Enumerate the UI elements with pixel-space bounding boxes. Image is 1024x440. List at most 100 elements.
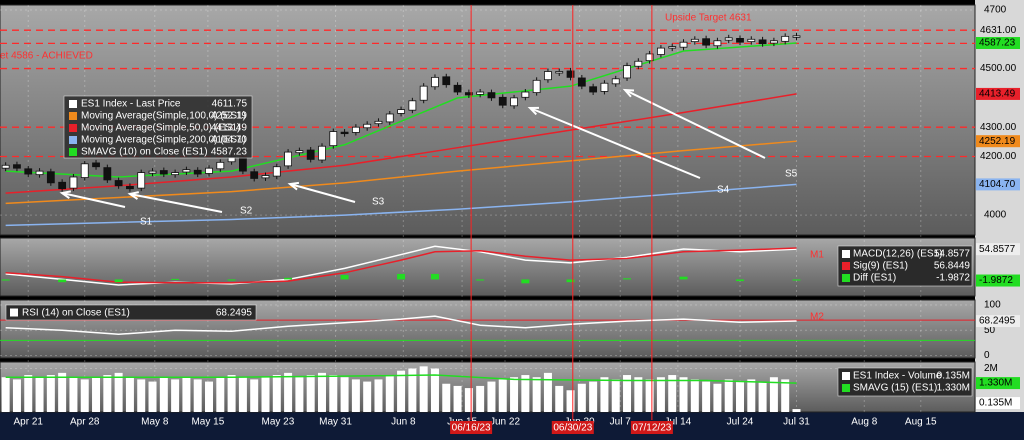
volume-bar bbox=[35, 377, 44, 412]
candle bbox=[13, 164, 21, 169]
signal-label: S4 bbox=[717, 185, 730, 196]
diff-bar bbox=[171, 278, 180, 280]
volume-bar bbox=[510, 377, 519, 412]
legend-swatch bbox=[842, 372, 850, 380]
diff-bar bbox=[340, 275, 349, 280]
candle bbox=[69, 176, 78, 189]
series-line bbox=[5, 374, 797, 384]
series-end-badge bbox=[976, 178, 1020, 191]
date-axis-bg bbox=[0, 412, 1024, 440]
volume-bar bbox=[92, 377, 101, 412]
diff-bar bbox=[284, 277, 293, 280]
volume-bar bbox=[238, 377, 247, 412]
diff-bar bbox=[397, 273, 406, 280]
candle bbox=[363, 123, 372, 129]
volume-bar bbox=[408, 368, 417, 412]
series-end-label: 54.8577 bbox=[979, 244, 1016, 255]
volume-bar bbox=[340, 377, 349, 412]
volume-end-badge bbox=[976, 397, 1020, 410]
legend-label: ES1 Index - Volume bbox=[853, 371, 942, 382]
legend-swatch bbox=[10, 308, 18, 317]
candle bbox=[758, 39, 767, 45]
candle bbox=[713, 40, 722, 47]
candle bbox=[408, 100, 417, 111]
legend-value: 68.2495 bbox=[216, 308, 253, 319]
candle bbox=[272, 166, 281, 177]
volume-bar bbox=[566, 390, 575, 412]
series-end-label: 1.330M bbox=[979, 378, 1012, 389]
volume-bar bbox=[284, 372, 293, 412]
candle bbox=[46, 171, 55, 184]
x-tick-label: Apr 28 bbox=[70, 417, 100, 428]
diff-bar bbox=[736, 279, 745, 282]
volume-bar bbox=[656, 377, 665, 412]
candle bbox=[295, 150, 304, 154]
candle bbox=[464, 92, 473, 96]
legend-value: 4611.75 bbox=[212, 99, 248, 110]
candle bbox=[137, 172, 146, 189]
candle bbox=[216, 161, 225, 170]
candle bbox=[24, 168, 33, 175]
volume-bar bbox=[419, 366, 428, 412]
x-tick-label: Apr 21 bbox=[14, 417, 44, 428]
candle bbox=[239, 156, 247, 172]
candle bbox=[453, 84, 462, 93]
x-tick-label: May 31 bbox=[319, 417, 352, 428]
diff-bar bbox=[476, 279, 485, 281]
candle bbox=[250, 171, 259, 179]
candle bbox=[340, 131, 349, 135]
legend-swatch bbox=[69, 136, 77, 144]
level-label: 4300.00 bbox=[980, 122, 1017, 133]
candle bbox=[498, 96, 507, 106]
volume-bar bbox=[216, 377, 225, 412]
candle bbox=[724, 37, 733, 41]
volume-bar bbox=[679, 377, 688, 412]
signal-label: S2 bbox=[240, 206, 253, 217]
candle bbox=[600, 82, 609, 92]
series-end-badge bbox=[976, 87, 1020, 100]
volume-bar bbox=[205, 381, 214, 412]
candle bbox=[419, 85, 428, 101]
legend-value: 1.330M bbox=[937, 383, 970, 394]
signal-arrow-head bbox=[287, 181, 300, 191]
volume-bar bbox=[250, 379, 259, 412]
diff-bar bbox=[679, 276, 688, 280]
candle bbox=[103, 167, 112, 181]
panel-bg bbox=[0, 237, 976, 297]
diff-bar bbox=[114, 279, 123, 283]
legend-label: Moving Average(Simple,200,0) (ES1) bbox=[81, 135, 246, 146]
candle bbox=[634, 60, 643, 67]
candle bbox=[521, 91, 530, 98]
series-end-badge bbox=[976, 135, 1020, 148]
volume-bar bbox=[498, 379, 507, 412]
volume-bar bbox=[442, 383, 451, 412]
candle bbox=[702, 38, 711, 46]
series-line bbox=[5, 245, 797, 286]
candle bbox=[205, 167, 213, 174]
volume-bar bbox=[58, 372, 67, 412]
candle bbox=[532, 79, 541, 94]
candle bbox=[555, 71, 564, 74]
candle bbox=[510, 97, 518, 107]
legend-value: 4104.70 bbox=[211, 135, 248, 146]
series-end-label: 68.2495 bbox=[979, 316, 1016, 327]
legend: RSI (14) on Close (ES1) 68.2495 bbox=[5, 304, 257, 321]
candle bbox=[306, 149, 315, 160]
series-line bbox=[5, 315, 797, 336]
candle bbox=[329, 131, 338, 147]
x-tick-label: Jul 24 bbox=[727, 417, 754, 428]
candle bbox=[351, 126, 360, 133]
volume-bar bbox=[171, 379, 180, 412]
candle bbox=[385, 113, 394, 123]
legend-label: Sig(9) (ES1) bbox=[853, 261, 908, 272]
panel-label: M2 bbox=[810, 312, 824, 323]
candle bbox=[1, 164, 10, 169]
volume-bar bbox=[476, 385, 485, 412]
volume-bar bbox=[792, 409, 801, 412]
x-tick-label: Jun 8 bbox=[391, 417, 416, 428]
volume-bar bbox=[363, 381, 372, 412]
volume-bar bbox=[487, 381, 496, 412]
candle bbox=[126, 185, 134, 190]
volume-bar bbox=[532, 377, 541, 412]
